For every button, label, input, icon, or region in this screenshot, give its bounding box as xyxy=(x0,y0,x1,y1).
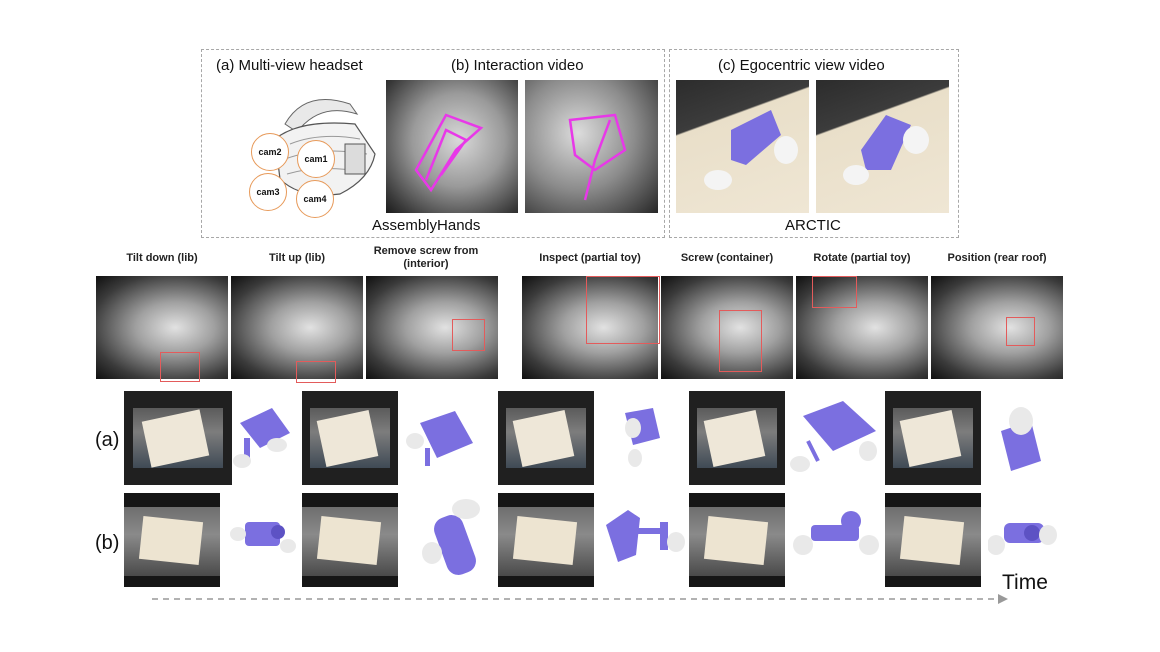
row-b-render-3 xyxy=(598,500,686,570)
panel-a-title: (a) Multi-view headset xyxy=(216,57,363,74)
action-caption-4: Inspect (partial toy) xyxy=(539,252,641,264)
row-label-b: (b) xyxy=(95,532,120,554)
cam4-label: cam4 xyxy=(296,180,334,218)
row-b-video-3 xyxy=(498,493,594,587)
row-a-render-4 xyxy=(788,396,883,476)
row-a-render-3 xyxy=(615,403,665,473)
action-frame-1 xyxy=(96,276,228,379)
hand-bbox-5 xyxy=(719,310,762,372)
row-a-video-5 xyxy=(885,391,981,485)
row-b-video-1 xyxy=(124,493,220,587)
dataset-label-assemblyhands: AssemblyHands xyxy=(372,217,481,234)
action-caption-3: Remove screw from (interior) xyxy=(373,245,479,270)
interaction-frame-1 xyxy=(386,80,518,213)
row-a-render-5 xyxy=(996,401,1046,476)
assemblyhands-panel-border xyxy=(201,49,665,238)
egocentric-frame-1 xyxy=(676,80,809,213)
row-a-video-3 xyxy=(498,391,594,485)
action-caption-5: Screw (container) xyxy=(680,252,774,264)
panel-b-title: (b) Interaction video xyxy=(451,57,584,74)
row-a-video-1 xyxy=(124,391,232,485)
egocentric-frame-2 xyxy=(816,80,949,213)
row-b-render-5 xyxy=(987,505,1058,565)
row-b-video-2 xyxy=(302,493,398,587)
hand-bbox-6 xyxy=(812,276,857,308)
row-b-render-1 xyxy=(230,510,296,560)
row-a-render-1 xyxy=(232,403,294,473)
time-arrow xyxy=(152,592,1008,604)
cam3-label: cam3 xyxy=(249,173,287,211)
action-frame-3 xyxy=(366,276,498,379)
row-label-a: (a) xyxy=(95,429,120,451)
hand-bbox-3 xyxy=(452,319,485,351)
hand-bbox-1 xyxy=(160,352,200,382)
time-label: Time xyxy=(1002,571,1048,594)
row-a-video-2 xyxy=(302,391,398,485)
row-a-video-4 xyxy=(689,391,785,485)
action-caption-2: Tilt up (lib) xyxy=(268,252,325,264)
action-frame-7 xyxy=(931,276,1063,379)
action-frame-4 xyxy=(522,276,658,379)
dataset-label-arctic: ARCTIC xyxy=(785,217,841,234)
action-frame-6 xyxy=(796,276,928,379)
arctic-panel-border xyxy=(669,49,959,238)
action-caption-1: Tilt down (lib) xyxy=(126,252,198,264)
row-b-video-5 xyxy=(885,493,981,587)
action-frame-5 xyxy=(661,276,793,379)
row-b-render-4 xyxy=(793,505,881,565)
row-b-render-2 xyxy=(418,495,494,580)
panel-c-title: (c) Egocentric view video xyxy=(718,57,885,74)
hand-bbox-2 xyxy=(296,361,336,383)
action-caption-7: Position (rear roof) xyxy=(947,252,1047,264)
action-caption-6: Rotate (partial toy) xyxy=(813,252,911,264)
cam2-label: cam2 xyxy=(251,133,289,171)
interaction-frame-2 xyxy=(525,80,658,213)
row-a-render-2 xyxy=(405,403,475,473)
row-b-video-4 xyxy=(689,493,785,587)
cam1-label: cam1 xyxy=(297,140,335,178)
hand-bbox-7 xyxy=(1006,317,1035,346)
hand-bbox-4 xyxy=(586,276,660,344)
